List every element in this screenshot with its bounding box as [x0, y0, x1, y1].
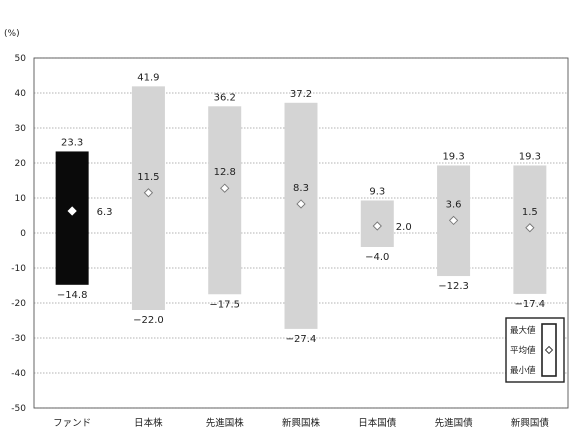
category-label: 日本国債	[358, 417, 397, 429]
category-label: 先進国株	[206, 417, 245, 429]
mean-label: 2.0	[396, 222, 412, 233]
mean-marker	[143, 188, 154, 198]
y-tick-label: 10	[15, 194, 27, 204]
min-label: −14.8	[57, 290, 88, 301]
max-label: 19.3	[519, 151, 541, 162]
min-label: −27.4	[286, 334, 317, 345]
min-label: −4.0	[365, 252, 389, 263]
category-label: 先進国債	[435, 417, 474, 429]
y-tick-label: 20	[15, 159, 27, 169]
mean-marker	[220, 183, 230, 193]
mean-label: 8.3	[293, 183, 309, 194]
y-tick-label: 40	[15, 89, 27, 99]
range-bar	[131, 86, 165, 310]
y-tick-label: -10	[11, 264, 26, 274]
mean-label: 3.6	[446, 199, 462, 210]
legend-label: 最小値	[510, 365, 536, 376]
legend-label: 最大値	[510, 325, 536, 336]
y-tick-label: -20	[11, 299, 26, 309]
y-tick-label: -50	[11, 404, 26, 414]
mean-label: 11.5	[137, 172, 159, 183]
range-bar	[208, 106, 242, 295]
range-bar	[55, 151, 89, 285]
mean-marker	[67, 206, 77, 216]
y-tick-label: 50	[15, 54, 27, 64]
min-label: −22.0	[133, 315, 164, 326]
max-label: 36.2	[214, 92, 236, 103]
mean-label: 12.8	[214, 167, 236, 178]
max-label: 23.3	[61, 137, 83, 148]
mean-marker	[448, 215, 459, 226]
category-label: 新興国債	[511, 417, 550, 429]
max-label: 41.9	[137, 72, 159, 83]
legend-mean-symbol	[544, 345, 554, 355]
min-label: −12.3	[438, 281, 469, 292]
max-label: 19.3	[442, 151, 464, 162]
unit-label: (%)	[4, 29, 20, 39]
category-label: ファンド	[53, 418, 91, 429]
mean-marker	[296, 199, 306, 209]
category-label: 新興国株	[282, 417, 321, 429]
min-label: −17.5	[209, 299, 240, 310]
y-tick-label: 0	[20, 229, 26, 239]
y-tick-label: -40	[11, 369, 26, 379]
mean-marker	[525, 223, 535, 233]
plot-frame	[33, 57, 569, 409]
range-bar	[284, 102, 318, 329]
max-label: 37.2	[290, 89, 312, 100]
mean-label: 6.3	[97, 207, 113, 218]
mean-marker	[372, 221, 382, 231]
mean-label: 1.5	[522, 207, 538, 218]
y-tick-label: 30	[15, 124, 27, 134]
legend-label: 平均値	[510, 345, 536, 356]
y-tick-label: -30	[11, 334, 26, 344]
category-label: 日本株	[134, 417, 163, 429]
min-label: −17.4	[515, 299, 546, 310]
max-label: 9.3	[369, 186, 385, 197]
